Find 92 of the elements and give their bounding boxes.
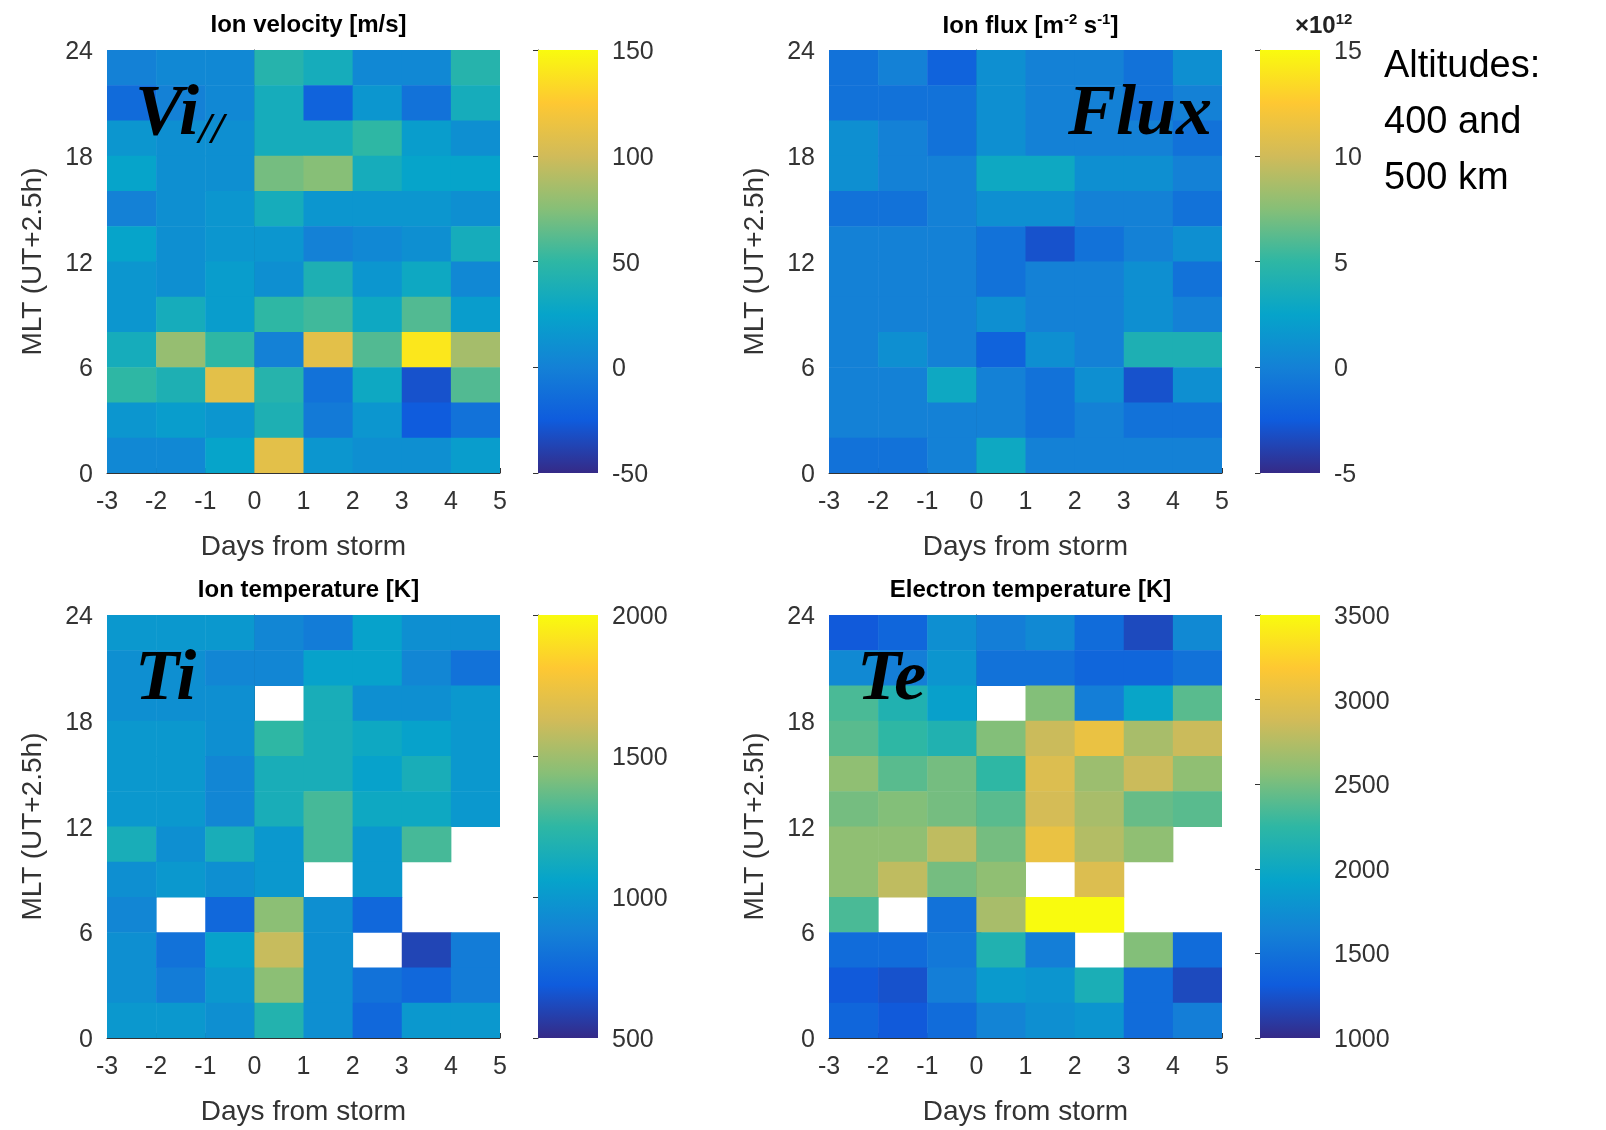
y-tick-label: 18: [65, 706, 93, 735]
x-tick-label: -2: [867, 1050, 890, 1079]
x-axis-title: Days from storm: [922, 1094, 1129, 1126]
color-bar-label: 2500: [1334, 770, 1390, 799]
x-tick-label: -3: [817, 485, 841, 514]
x-tick-label: 1: [296, 485, 311, 514]
y-tick-label: 24: [787, 601, 816, 629]
color-bar-label: -50: [612, 459, 649, 487]
x-tick-label: 2: [1067, 485, 1082, 514]
y-axis-title: MLT (UT+2.5h): [737, 732, 769, 921]
x-tick-label: 4: [443, 1050, 458, 1079]
x-tick-label: 1: [1018, 485, 1033, 514]
x-tick-label: 0: [247, 485, 262, 514]
color-bar-label: 0: [1334, 353, 1348, 382]
x-tick-label: 5: [1215, 1050, 1229, 1079]
y-tick-label: 12: [787, 247, 815, 276]
y-tick-label: 6: [79, 353, 93, 382]
x-tick-label: 3: [1116, 485, 1131, 514]
x-tick-label: 1: [296, 1050, 311, 1079]
y-tick-label: 0: [79, 1024, 93, 1052]
x-tick-label: -3: [95, 485, 119, 514]
chart-title: Ion velocity [m/s]: [210, 9, 407, 37]
y-axis-title: MLT (UT+2.5h): [15, 167, 47, 356]
color-bar-label: 1500: [1334, 939, 1390, 968]
y-tick-label: 0: [79, 459, 93, 487]
color-bar-label: 2000: [1334, 854, 1390, 883]
x-tick-label: -1: [194, 1050, 217, 1079]
chart-title: Electron temperature [K]: [889, 574, 1172, 602]
y-tick-label: 0: [801, 1024, 815, 1052]
color-bar-label: 10: [1334, 141, 1362, 170]
x-axis-title: Days from storm: [922, 529, 1129, 561]
y-tick-label: 18: [787, 706, 815, 735]
x-tick-label: 0: [247, 1050, 262, 1079]
color-bar-label: 150: [612, 36, 654, 64]
x-axis-title: Days from storm: [200, 529, 407, 561]
annotation: Ti: [135, 635, 197, 715]
color-bar-label: 1500: [612, 742, 668, 770]
color-bar-label: 15: [1334, 36, 1362, 64]
color-bar-label: -5: [1334, 459, 1357, 487]
x-tick-label: 4: [1165, 485, 1180, 514]
x-tick-label: 2: [1067, 1050, 1082, 1079]
y-tick-label: 18: [787, 141, 815, 170]
y-tick-label: 6: [801, 353, 815, 382]
color-bar-label: 1000: [1334, 1024, 1390, 1052]
y-tick-label: 6: [801, 918, 815, 947]
x-tick-label: 4: [443, 485, 458, 514]
x-tick-label: 4: [1165, 1050, 1180, 1079]
color-bar-label: 3000: [1334, 685, 1390, 714]
color-bar-label: 5: [1334, 247, 1348, 276]
chart-title: Ion temperature [K]: [197, 574, 420, 602]
y-tick-label: 12: [65, 812, 93, 841]
text: Altitudes: 400 and 500 km: [1384, 43, 1551, 197]
x-tick-label: -2: [867, 485, 890, 514]
x-tick-label: 3: [394, 485, 409, 514]
x-tick-label: -1: [194, 485, 217, 514]
x-tick-label: 5: [1215, 485, 1229, 514]
y-tick-label: 24: [65, 36, 94, 64]
annotation: Te: [857, 635, 927, 715]
x-tick-label: -3: [95, 1050, 119, 1079]
x-tick-label: -2: [145, 1050, 168, 1079]
x-tick-label: 5: [493, 1050, 507, 1079]
x-axis-title: Days from storm: [200, 1094, 407, 1126]
x-tick-label: 3: [1116, 1050, 1131, 1079]
x-tick-label: 0: [969, 485, 984, 514]
y-tick-label: 18: [65, 141, 93, 170]
color-bar-label: 2000: [612, 601, 668, 629]
x-tick-label: 1: [1018, 1050, 1033, 1079]
y-tick-label: 0: [801, 459, 815, 487]
y-axis-title: MLT (UT+2.5h): [15, 732, 47, 921]
color-bar-label: 1000: [612, 883, 668, 911]
color-bar-label: 100: [612, 141, 654, 170]
color-bar-label: 3500: [1334, 601, 1390, 629]
x-tick-label: -2: [145, 485, 168, 514]
x-tick-label: -3: [817, 1050, 841, 1079]
y-tick-label: 24: [65, 601, 94, 629]
annotation: Vi//: [135, 70, 228, 153]
x-tick-label: -1: [916, 1050, 939, 1079]
x-tick-label: 2: [345, 1050, 360, 1079]
y-tick-label: 24: [787, 36, 816, 64]
x-tick-label: -1: [916, 485, 939, 514]
color-bar-label: 50: [612, 247, 640, 276]
y-tick-label: 6: [79, 918, 93, 947]
color-bar-label: 0: [612, 353, 626, 382]
y-tick-label: 12: [65, 247, 93, 276]
color-bar-label: 500: [612, 1024, 654, 1052]
annotation: Flux: [1066, 70, 1212, 150]
x-tick-label: 0: [969, 1050, 984, 1079]
x-tick-label: 3: [394, 1050, 409, 1079]
y-axis-title: MLT (UT+2.5h): [737, 167, 769, 356]
x-tick-label: 2: [345, 485, 360, 514]
y-tick-label: 12: [787, 812, 815, 841]
x-tick-label: 5: [493, 485, 507, 514]
